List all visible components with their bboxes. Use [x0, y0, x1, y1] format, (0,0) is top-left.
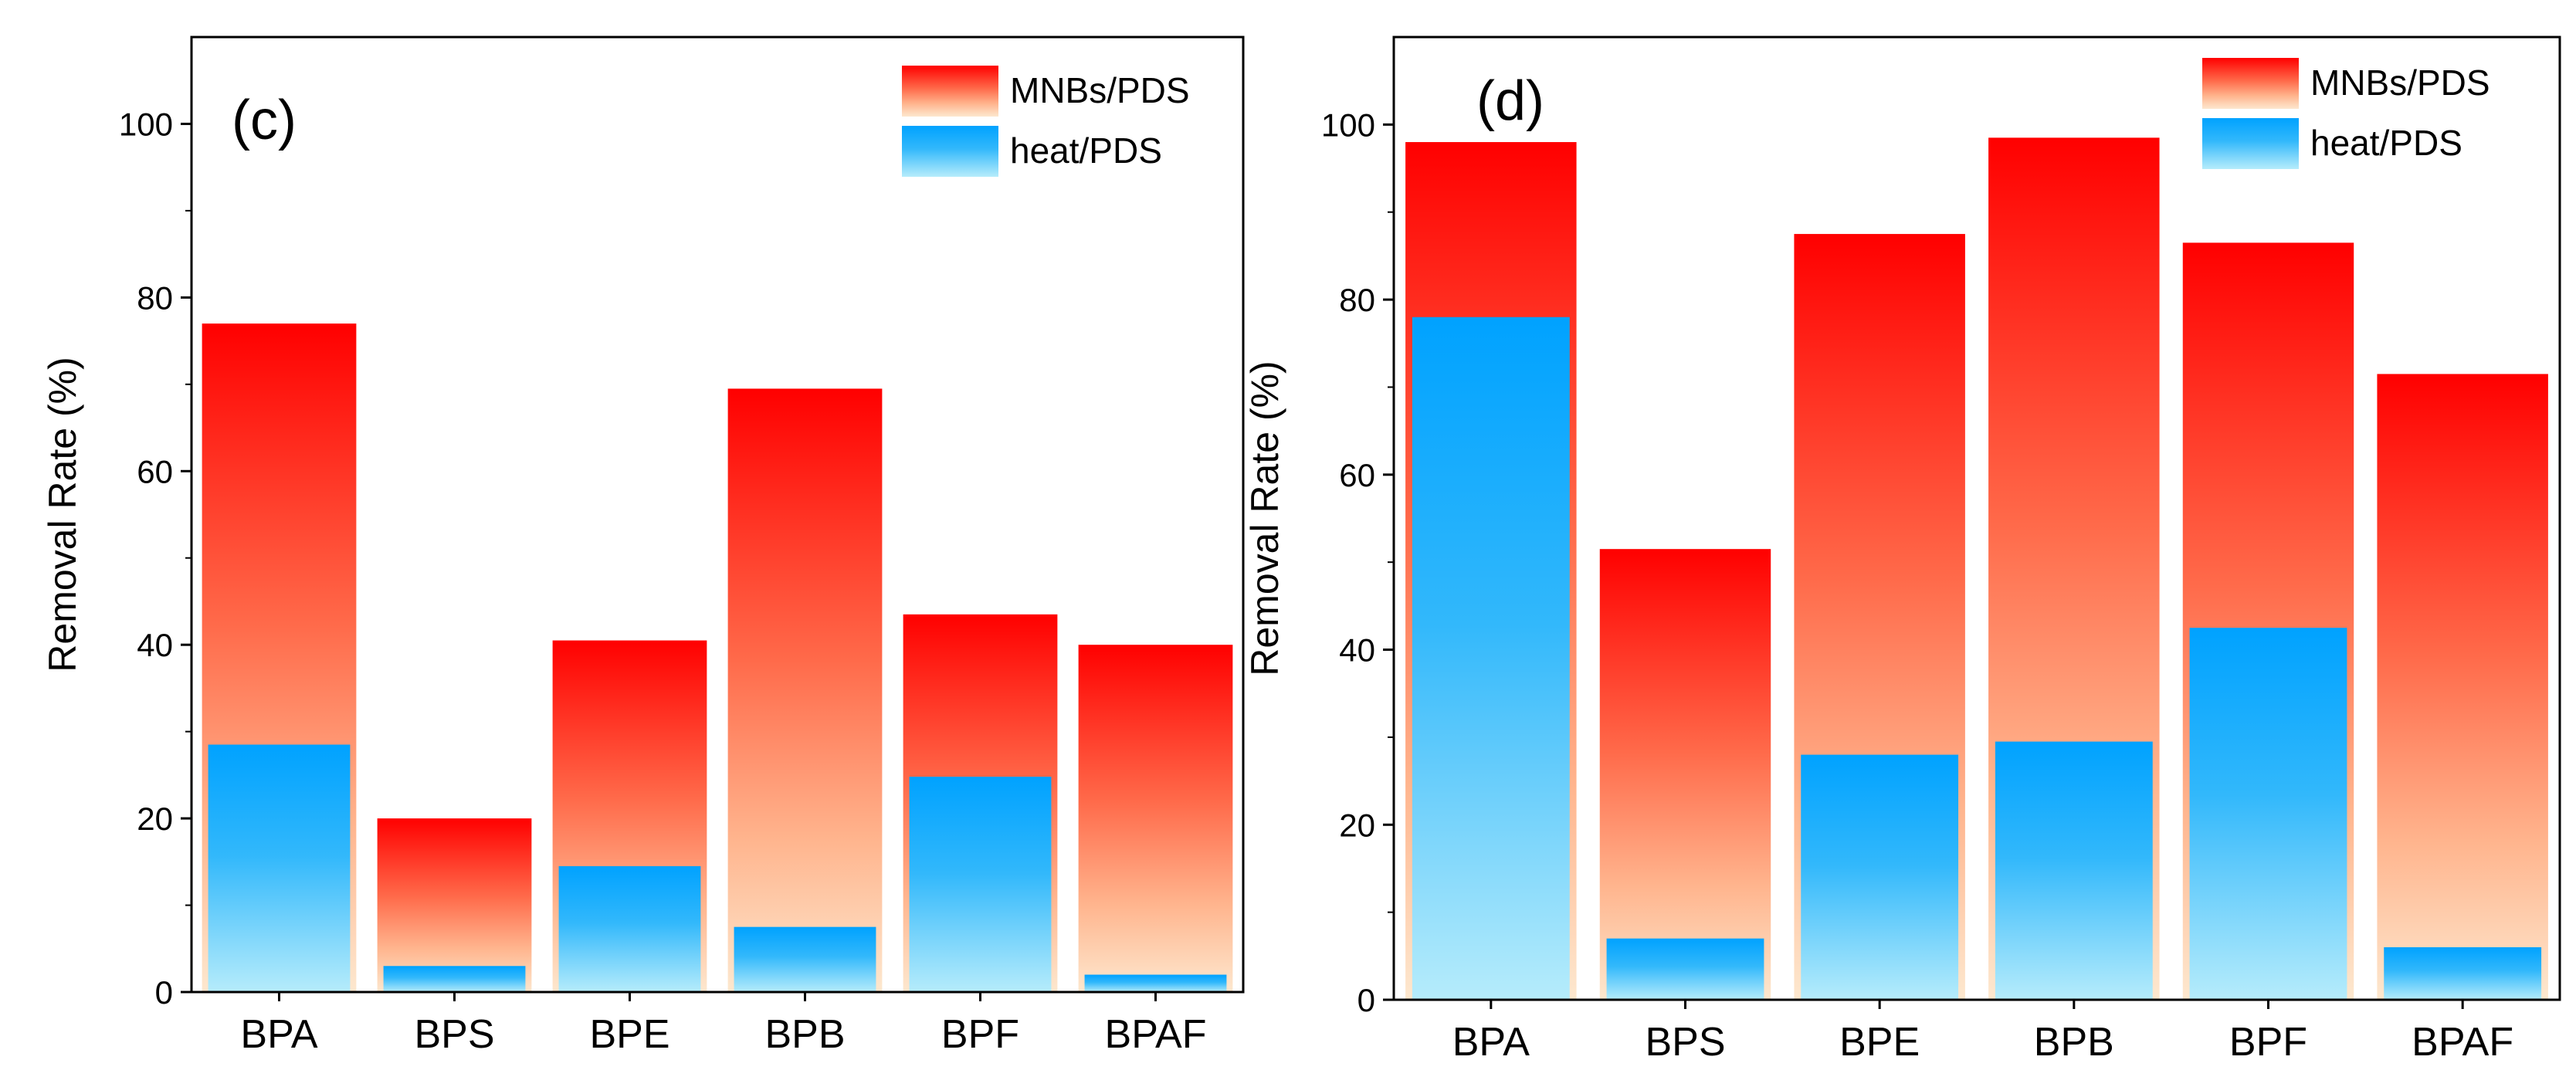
panel-d-y-tick-label: 40 [1339, 632, 1375, 669]
panel-d-y-tick-label: 60 [1339, 457, 1375, 493]
panel-d-x-tick-label: BPE [1839, 1020, 1920, 1065]
panel-c-panel-label: (c) [232, 90, 297, 151]
panel-c-bar-heat-pds-bps [383, 966, 526, 992]
panel-c-bar-heat-pds-bpa [208, 744, 351, 992]
panel-c-y-tick-label: 20 [137, 801, 173, 837]
panel-c-bar-mnbs-pds-bpb [727, 388, 883, 992]
panel-c-x-tick-label: BPB [764, 1012, 845, 1057]
panel-c-y-tick-label: 60 [137, 453, 173, 489]
panel-c-y-tick-label: 100 [119, 106, 173, 142]
panel-c-y-tick-label: 80 [137, 279, 173, 316]
panel-d-panel-label: (d) [1476, 70, 1544, 132]
panel-c-legend-label-heat-pds: heat/PDS [1010, 130, 1162, 171]
panel-c-y-axis-label: Removal Rate (%) [41, 357, 84, 672]
panel-d-x-tick-label: BPAF [2412, 1020, 2513, 1065]
panel-c-x-tick-label: BPF [941, 1012, 1019, 1057]
panel-d-legend-swatch-mnbs-pds [2202, 58, 2299, 109]
panel-c-x-tick-label: BPA [240, 1012, 318, 1057]
panel-d-y-tick-label: 0 [1357, 982, 1375, 1018]
panel-c-legend-swatch-heat-pds [902, 126, 998, 177]
panel-d-plot-frame [1392, 36, 2561, 1001]
panel-d-bar-heat-pds-bpb [1995, 741, 2153, 1000]
panel-d-y-tick-label: 20 [1339, 807, 1375, 843]
panel-d-x-tick-label: BPB [2034, 1020, 2114, 1065]
panel-c-x-tick-label: BPS [414, 1012, 494, 1057]
panel-c-plot-frame [190, 36, 1245, 994]
panel-d-y-tick-label: 100 [1321, 107, 1375, 143]
panel-d-x-tick-label: BPS [1645, 1020, 1725, 1065]
panel-d-y-axis-label: Removal Rate (%) [1243, 361, 1286, 676]
panel-c-x-tick-label: BPE [589, 1012, 669, 1057]
panel-c-legend-label-mnbs-pds: MNBs/PDS [1010, 70, 1190, 110]
chart-panel-d: 0 20 40 60 80 100 BPA BPS BPE BPB BPF BPAF Removal R… [1243, 36, 2561, 1065]
panel-c-legend-swatch-mnbs-pds [902, 66, 998, 117]
panel-d-x-tick-label: BPF [2229, 1020, 2307, 1065]
panel-c-y-tick-label: 0 [155, 974, 173, 1011]
panel-d-bar-mnbs-pds-bps [1599, 549, 1771, 1000]
panel-d-bar-mnbs-pds-bpaf [2377, 374, 2548, 1000]
panel-d-y-tick-label: 80 [1339, 282, 1375, 318]
panel-d-legend-label-mnbs-pds: MNBs/PDS [2310, 63, 2490, 103]
panel-d-bar-heat-pds-bpe [1801, 754, 1959, 1000]
panel-c-y-tick-label: 40 [137, 627, 173, 663]
chart-panel-c: 0 20 40 60 80 100 BPA BPS BPE BPB BPF BPAF Removal R… [41, 36, 1245, 1057]
panel-c-bar-heat-pds-bpb [734, 926, 876, 992]
panel-d-bar-heat-pds-bps [1606, 938, 1764, 1000]
panel-d-legend-label-heat-pds: heat/PDS [2310, 123, 2462, 163]
panel-d-bar-heat-pds-bpf [2189, 628, 2347, 1000]
panel-d-legend-swatch-heat-pds [2202, 118, 2299, 169]
panel-c-bar-heat-pds-bpf [909, 777, 1052, 992]
panel-d-bar-heat-pds-bpa [1412, 317, 1570, 1000]
panel-c-x-tick-label: BPAF [1105, 1012, 1207, 1057]
panel-d-bar-heat-pds-bpaf [2384, 946, 2542, 1000]
panel-d-x-tick-label: BPA [1452, 1020, 1530, 1065]
panel-c-bar-mnbs-pds-bpaf [1078, 645, 1233, 992]
panel-c-bar-heat-pds-bpe [558, 865, 701, 992]
panel-c-bar-mnbs-pds-bps [377, 818, 532, 992]
panel-c-bar-heat-pds-bpaf [1084, 974, 1227, 992]
